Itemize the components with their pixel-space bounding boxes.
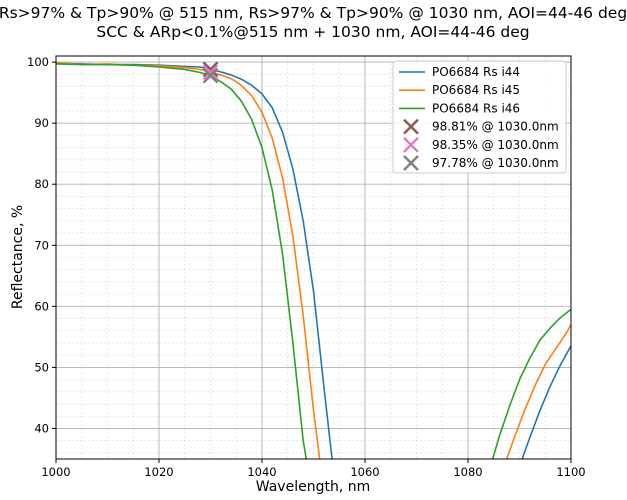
legend-items: PO6684 Rs i44 PO6684 Rs i45 PO6684 Rs i46 9… — [399, 65, 559, 171]
legend-label: 97.78% @ 1030.0nm — [432, 156, 559, 170]
y-axis-label: Reflectance, % — [10, 205, 26, 309]
y-tick-label: 80 — [34, 177, 49, 191]
legend-entry: PO6684 Rs i44 — [399, 65, 520, 79]
y-axis-ticks: 40 50 60 70 80 90 100 — [27, 55, 56, 435]
chart-title: Rs>97% & Tp>90% @ 515 nm, Rs>97% & Tp>90… — [0, 4, 627, 41]
legend-label: 98.35% @ 1030.0nm — [432, 138, 559, 152]
x-axis-ticks: 1000 1020 1040 1060 1080 1100 — [41, 459, 586, 479]
legend-entry: 98.81% @ 1030.0nm — [403, 118, 559, 135]
y-tick-label: 100 — [27, 55, 49, 69]
series-line — [491, 308, 571, 459]
legend-label: 98.81% @ 1030.0nm — [432, 120, 559, 134]
chart-legend: PO6684 Rs i44 PO6684 Rs i45 PO6684 Rs i46 9… — [392, 60, 567, 174]
x-marker — [202, 64, 219, 81]
legend-entry: 97.78% @ 1030.0nm — [403, 155, 559, 171]
x-marker — [202, 67, 219, 84]
x-marker — [202, 61, 219, 78]
y-tick-label: 60 — [34, 299, 49, 313]
y-tick-label: 40 — [34, 421, 49, 435]
series-line — [56, 62, 333, 459]
chart-title-line-1: Rs>97% & Tp>90% @ 515 nm, Rs>97% & Tp>90… — [0, 4, 627, 22]
series-layer — [56, 61, 571, 459]
legend-entry: PO6684 Rs i46 — [399, 101, 520, 115]
x-marker — [403, 155, 419, 171]
x-tick-label: 1100 — [556, 465, 585, 479]
y-tick-label: 50 — [34, 360, 49, 374]
series-line — [505, 324, 571, 459]
plot-frame — [55, 55, 572, 460]
x-tick-label: 1040 — [247, 465, 276, 479]
legend-entry: 98.35% @ 1030.0nm — [403, 136, 559, 153]
legend-label: PO6684 Rs i45 — [432, 83, 520, 97]
legend-label: PO6684 Rs i46 — [432, 101, 520, 115]
legend-label: PO6684 Rs i44 — [432, 65, 520, 79]
legend-entry: PO6684 Rs i45 — [399, 83, 520, 97]
x-tick-label: 1060 — [350, 465, 379, 479]
chart-title-line-2: SCC & ARp<0.1%@515 nm + 1030 nm, AOI=44-… — [96, 23, 529, 41]
x-tick-label: 1000 — [41, 465, 70, 479]
x-marker — [403, 118, 419, 135]
legend-box — [392, 60, 567, 174]
y-tick-label: 90 — [34, 116, 49, 130]
x-axis-label: Wavelength, nm — [256, 479, 370, 495]
series-line — [56, 61, 321, 459]
series-line — [521, 345, 571, 459]
x-tick-label: 1020 — [144, 465, 173, 479]
marker-layer — [202, 61, 219, 84]
x-marker — [403, 136, 419, 153]
y-tick-label: 70 — [34, 238, 49, 252]
x-tick-label: 1080 — [453, 465, 482, 479]
series-line — [56, 63, 308, 459]
